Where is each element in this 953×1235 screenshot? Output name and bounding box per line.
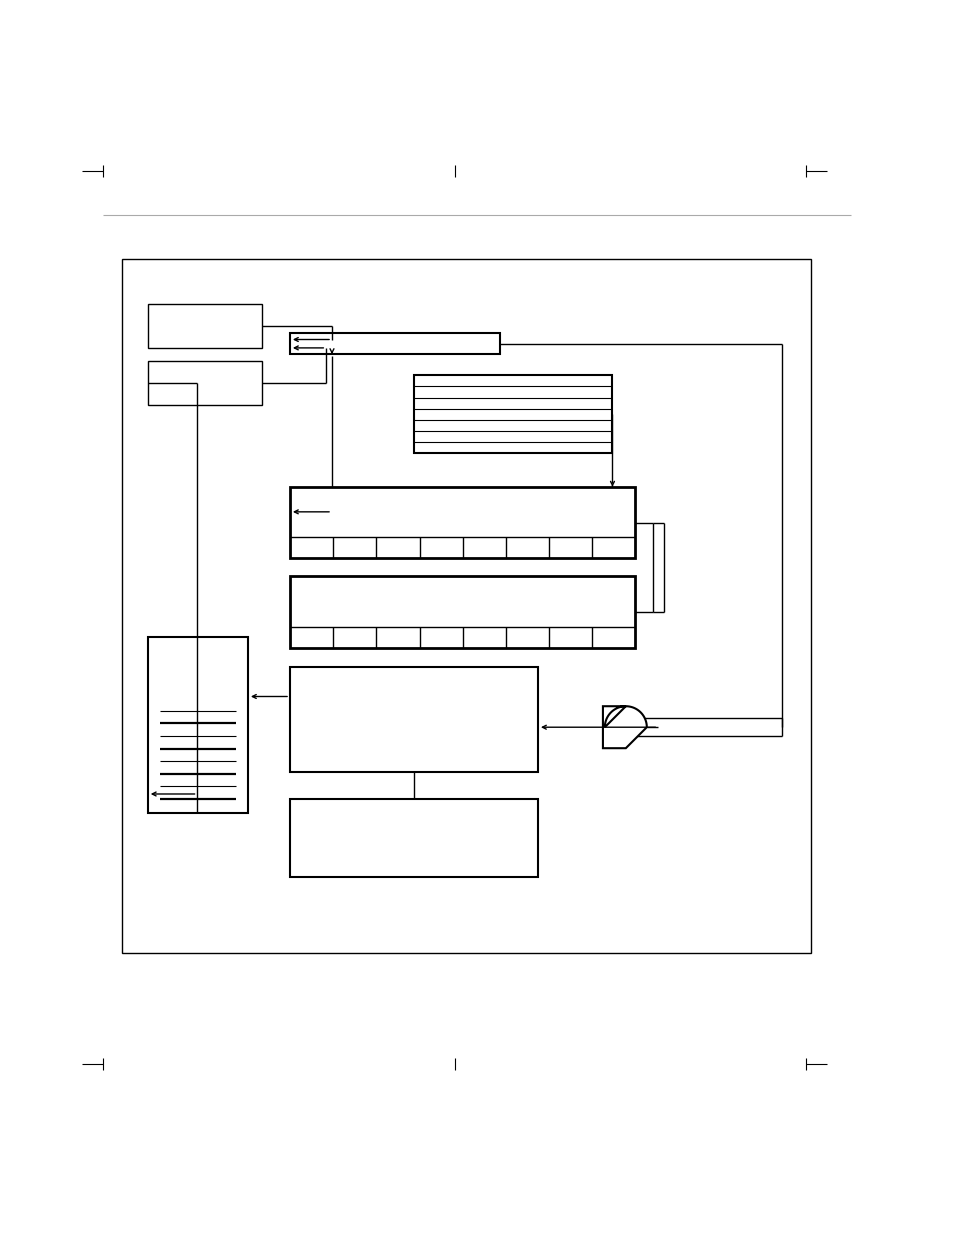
- Bar: [148, 636, 248, 813]
- Bar: [290, 487, 635, 558]
- Bar: [290, 577, 635, 648]
- Bar: [290, 667, 537, 772]
- Bar: [290, 333, 499, 354]
- Bar: [290, 799, 537, 877]
- Bar: [148, 304, 262, 347]
- Bar: [414, 375, 612, 453]
- Bar: [122, 259, 810, 953]
- Bar: [148, 361, 262, 405]
- Polygon shape: [602, 706, 646, 748]
